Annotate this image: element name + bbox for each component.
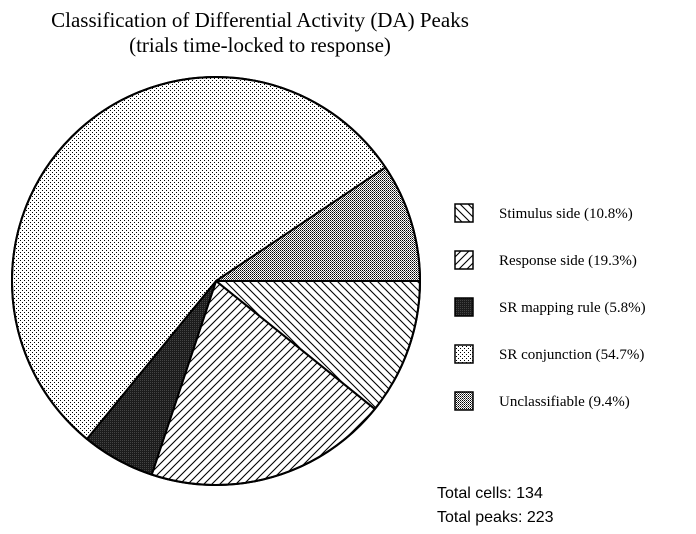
legend-item-response-side: Response side (19.3%) [454,250,637,270]
legend-item-unclassifiable: Unclassifiable (9.4%) [454,391,630,411]
legend-swatch [454,203,474,223]
legend-item-stimulus-side: Stimulus side (10.8%) [454,203,633,223]
pie-outline [11,76,421,486]
chart-subtitle: (trials time-locked to response) [129,33,391,57]
legend-label: Unclassifiable (9.4%) [499,394,630,410]
pie-slices [11,75,421,486]
legend-item-sr-conjunction: SR conjunction (54.7%) [454,344,644,364]
chart-title: Classification of Differential Activity … [51,8,469,32]
legend-swatch [454,250,474,270]
legend-item-sr-mapping-rule: SR mapping rule (5.8%) [454,297,646,317]
total-peaks-label: Total peaks: 223 [437,509,554,526]
legend-label: Stimulus side (10.8%) [499,206,633,222]
legend-label: Response side (19.3%) [499,253,637,269]
legend-label: SR mapping rule (5.8%) [499,300,646,316]
legend-label: SR conjunction (54.7%) [499,347,644,363]
legend-swatch [454,297,474,317]
legend-swatch [454,344,474,364]
total-cells-label: Total cells: 134 [437,485,543,502]
legend-swatch [454,391,474,411]
legend: Stimulus side (10.8%) Response side (19.3… [454,203,646,411]
